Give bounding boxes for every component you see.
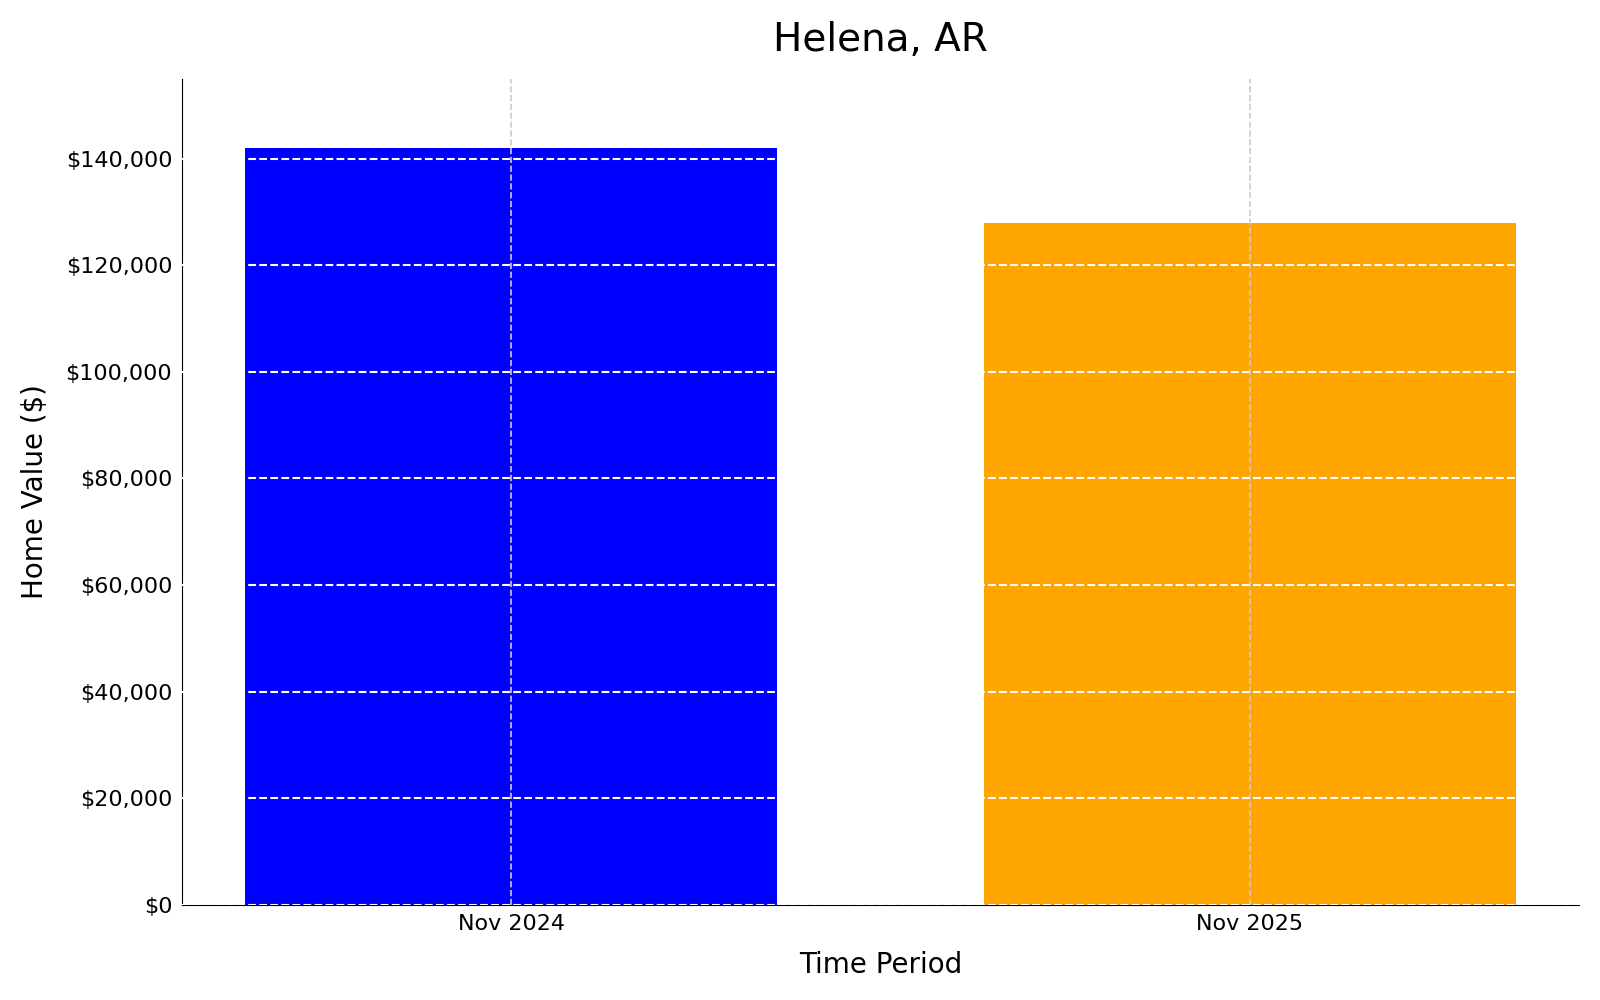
Bar — [245, 148, 778, 905]
Bar — [984, 223, 1515, 905]
Y-axis label: Home Value ($): Home Value ($) — [21, 384, 50, 599]
X-axis label: Time Period: Time Period — [798, 951, 962, 979]
Title: Helena, AR: Helena, AR — [773, 21, 987, 59]
